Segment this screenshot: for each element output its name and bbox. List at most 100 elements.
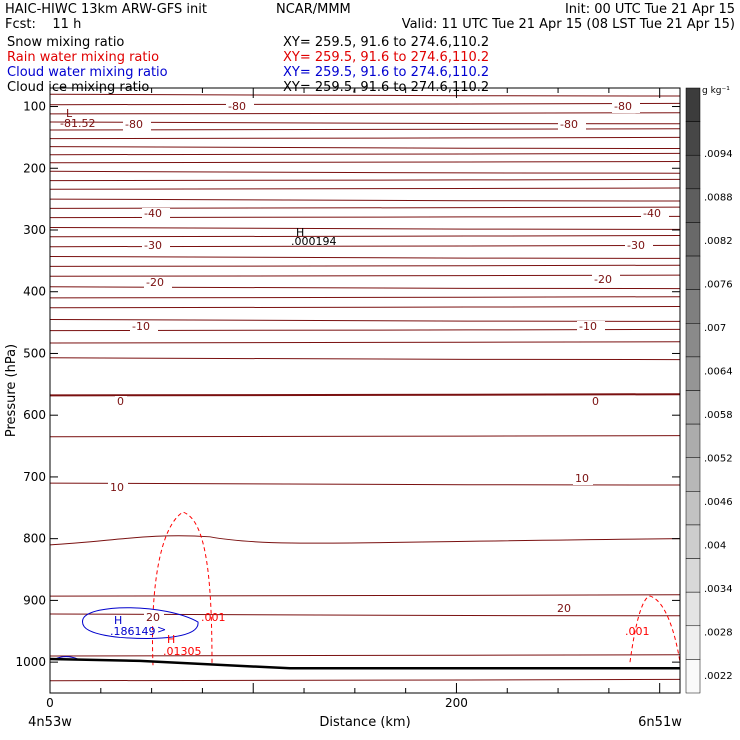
temperature-contour-line bbox=[49, 235, 681, 238]
contour-labels: -80 -80 -80 -80 -40 -40 -30 -30 -20 -20 -10 -10 0 0 10… bbox=[60, 100, 669, 658]
field-rain-xy: XY= 259.5, 91.6 to 274.6,110.2 bbox=[283, 50, 490, 65]
temperature-contour-label: -20 bbox=[594, 273, 612, 286]
y-tick-label: 300 bbox=[23, 223, 46, 237]
rain-contour-line bbox=[629, 595, 681, 663]
temperature-contour-line bbox=[49, 145, 681, 150]
y-tick-label: 600 bbox=[23, 408, 46, 422]
colorbar-band bbox=[685, 591, 701, 627]
colorbar-band bbox=[685, 625, 701, 660]
rain-max-value: .01305 bbox=[163, 645, 202, 658]
field-cloudice-name: Cloud ice mixing ratio bbox=[7, 80, 150, 95]
temperature-contours bbox=[49, 93, 681, 682]
temperature-contour-line bbox=[49, 482, 681, 486]
forecast-hour: Fcst: 11 h bbox=[5, 17, 82, 32]
colorbar-band bbox=[685, 289, 701, 324]
terrain-line bbox=[49, 657, 680, 670]
cloud-water-contour-line bbox=[82, 607, 199, 640]
temperature-contour-line bbox=[49, 187, 681, 190]
init-time: Init: 00 UTC Tue 21 Apr 15 bbox=[564, 2, 735, 17]
y-tick-label: 100 bbox=[23, 100, 46, 114]
colorbar-label: .0046 bbox=[704, 497, 733, 508]
y-axis-title: Pressure (hPa) bbox=[4, 344, 19, 437]
rain-contour-label: .001 bbox=[201, 611, 226, 624]
temperature-contour-line bbox=[49, 226, 681, 231]
colorbar-label: .0028 bbox=[704, 628, 733, 639]
x-tick-label: 0 bbox=[46, 696, 54, 710]
temperature-contour-line bbox=[49, 215, 681, 219]
temperature-contour-line bbox=[49, 170, 681, 174]
colorbar-band bbox=[685, 356, 701, 391]
colorbar-band bbox=[685, 457, 701, 492]
temperature-label-bg bbox=[558, 119, 586, 131]
temperature-label-bg bbox=[590, 396, 602, 408]
cloud-water-arrow: > bbox=[157, 623, 166, 636]
colorbar-band bbox=[685, 87, 701, 122]
temperature-contour-line bbox=[49, 357, 681, 361]
temperature-contour-label: 20 bbox=[146, 611, 160, 624]
temperature-label-bg bbox=[144, 612, 164, 624]
temperature-contour-line bbox=[49, 206, 681, 209]
temperature-contour-label: -80 bbox=[560, 118, 578, 131]
temperature-contour-line bbox=[49, 296, 681, 299]
colorbar-band bbox=[685, 121, 701, 156]
temperature-contour-line bbox=[49, 198, 681, 202]
colorbar-band bbox=[685, 558, 701, 593]
y-tick-label: 800 bbox=[23, 532, 46, 546]
temperature-contour-label: -30 bbox=[627, 239, 645, 252]
temperature-contour-line bbox=[49, 306, 681, 309]
temperature-contour-line bbox=[49, 136, 681, 140]
temperature-low-value: -81.52 bbox=[60, 117, 95, 130]
temperature-contour-line bbox=[49, 102, 681, 106]
colorbar-label: .0058 bbox=[704, 410, 733, 421]
temperature-label-bg bbox=[226, 101, 254, 113]
temperature-label-bg bbox=[123, 119, 151, 131]
temperature-contour-label: -30 bbox=[144, 239, 162, 252]
colorbar-unit: g kg⁻¹ bbox=[702, 86, 730, 96]
cloud-ice-max-value: .000194 bbox=[291, 235, 337, 248]
org-label: NCAR/MMM bbox=[276, 2, 351, 17]
colorbar-label: .004 bbox=[704, 541, 726, 552]
colorbar-label: .0088 bbox=[704, 193, 733, 204]
temperature-contour-line bbox=[49, 255, 681, 260]
temperature-contour-line bbox=[49, 178, 681, 182]
colorbar-label: .007 bbox=[704, 323, 726, 334]
temperature-contour-line bbox=[49, 341, 681, 344]
left-endpoint-label: 4n53w bbox=[28, 715, 72, 730]
temperature-label-bg bbox=[641, 208, 669, 220]
rain-contour-label: .001 bbox=[625, 625, 650, 638]
temperature-contour-label: -40 bbox=[643, 207, 661, 220]
temperature-contour-label: -80 bbox=[614, 100, 632, 113]
temperature-contour-label: 10 bbox=[575, 472, 589, 485]
temperature-label-bg bbox=[142, 208, 170, 220]
temperature-contour-line bbox=[49, 161, 681, 164]
temperature-contour-line bbox=[49, 286, 681, 290]
temperature-contour-label: 0 bbox=[592, 395, 599, 408]
temperature-contour-label: -10 bbox=[132, 320, 150, 333]
field-rain-name: Rain water mixing ratio bbox=[7, 50, 160, 65]
plot-area bbox=[50, 88, 680, 693]
colorbar-label: .0094 bbox=[704, 149, 733, 160]
colorbar-band bbox=[685, 255, 701, 290]
valid-time: Valid: 11 UTC Tue 21 Apr 15 (08 LST Tue … bbox=[401, 17, 735, 32]
temperature-contour-line bbox=[49, 93, 681, 97]
temperature-contour-label: -80 bbox=[125, 118, 143, 131]
temperature-label-bg bbox=[115, 396, 127, 408]
colorbar-label: .0022 bbox=[704, 671, 733, 682]
y-tick-label: 900 bbox=[23, 593, 46, 607]
temperature-contour-label: 20 bbox=[557, 602, 571, 615]
temperature-label-bg bbox=[130, 321, 158, 333]
colorbar-band bbox=[685, 659, 701, 694]
y-tick-label: 700 bbox=[23, 470, 46, 484]
field-cloudwater-name: Cloud water mixing ratio bbox=[7, 65, 168, 80]
field-cloudice-xy: XY= 259.5, 91.6 to 274.6,110.2 bbox=[283, 80, 490, 95]
temperature-contour-line bbox=[49, 613, 681, 617]
temperature-contour-line bbox=[49, 393, 681, 397]
temperature-contour-line bbox=[49, 112, 681, 115]
temperature-label-bg bbox=[625, 240, 653, 252]
temperature-label-bg bbox=[612, 101, 640, 113]
temperature-label-bg bbox=[555, 603, 575, 615]
temperature-contour-label: 10 bbox=[110, 481, 124, 494]
temperature-contour-label: 0 bbox=[117, 395, 124, 408]
temperature-contour-label: -10 bbox=[579, 320, 597, 333]
colorbar-band bbox=[685, 222, 701, 257]
